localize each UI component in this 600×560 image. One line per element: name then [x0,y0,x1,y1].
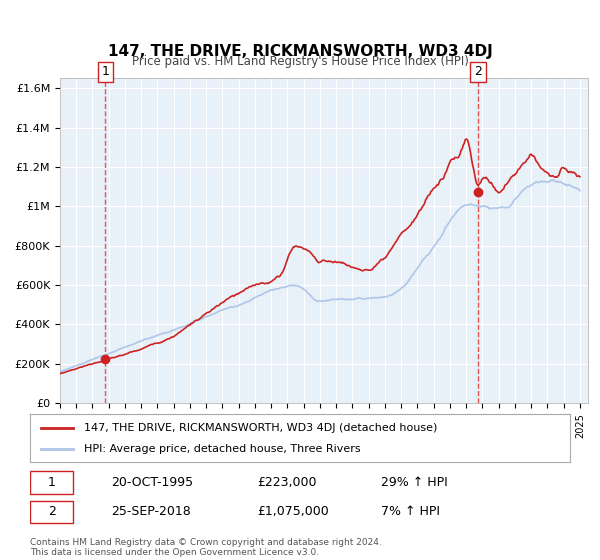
Text: 7% ↑ HPI: 7% ↑ HPI [381,506,440,519]
Text: Contains HM Land Registry data © Crown copyright and database right 2024.
This d: Contains HM Land Registry data © Crown c… [30,538,382,557]
Text: 20-OCT-1995: 20-OCT-1995 [111,476,193,489]
Text: HPI: Average price, detached house, Three Rivers: HPI: Average price, detached house, Thre… [84,444,361,454]
Text: 147, THE DRIVE, RICKMANSWORTH, WD3 4DJ (detached house): 147, THE DRIVE, RICKMANSWORTH, WD3 4DJ (… [84,423,437,433]
Text: 2: 2 [47,506,56,519]
Text: 1: 1 [47,476,56,489]
Text: £1,075,000: £1,075,000 [257,506,329,519]
Text: 29% ↑ HPI: 29% ↑ HPI [381,476,448,489]
Text: 1: 1 [101,66,109,78]
Text: 2: 2 [474,66,482,78]
Text: Price paid vs. HM Land Registry's House Price Index (HPI): Price paid vs. HM Land Registry's House … [131,55,469,68]
Text: 147, THE DRIVE, RICKMANSWORTH, WD3 4DJ: 147, THE DRIVE, RICKMANSWORTH, WD3 4DJ [107,44,493,59]
Text: £223,000: £223,000 [257,476,316,489]
FancyBboxPatch shape [30,471,73,494]
FancyBboxPatch shape [30,501,73,524]
Text: 25-SEP-2018: 25-SEP-2018 [111,506,191,519]
